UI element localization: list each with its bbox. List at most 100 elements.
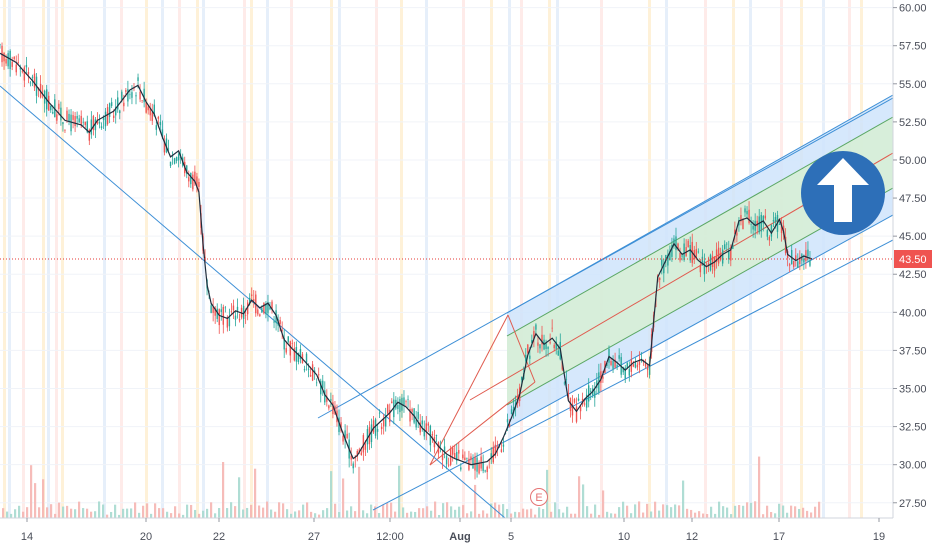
volume-bar	[394, 511, 397, 518]
candle-body	[299, 349, 302, 360]
candle-body	[135, 95, 137, 97]
volume-bar	[150, 513, 153, 518]
candle-body	[167, 148, 170, 150]
volume-bar	[722, 506, 725, 518]
volume-bar	[634, 504, 637, 518]
candle-body	[764, 215, 767, 219]
volume-bar	[418, 508, 421, 518]
candle-body	[11, 61, 13, 67]
volume-bar	[46, 507, 49, 518]
candle-body	[648, 364, 651, 375]
y-tick-label: 45.00	[899, 231, 927, 243]
candle-body	[447, 464, 450, 466]
volume-bar	[322, 510, 325, 518]
candle-body	[630, 359, 633, 372]
candle-body	[64, 130, 66, 131]
candle-body	[125, 90, 127, 92]
volume-bar	[638, 501, 641, 518]
candle-body	[102, 117, 105, 121]
candle-body	[257, 309, 259, 315]
candle-body	[3, 53, 5, 62]
candle-body	[594, 390, 596, 398]
candle-body	[281, 329, 283, 331]
candle-body	[797, 261, 799, 268]
candle-body	[60, 107, 62, 121]
volume-bar	[754, 501, 757, 518]
candle-body	[9, 51, 11, 70]
volume-bar	[338, 512, 341, 518]
volume-bar	[114, 504, 117, 518]
candle-body	[606, 363, 608, 366]
candle-body	[212, 306, 214, 313]
candle-body	[236, 306, 239, 311]
candle-body	[380, 426, 383, 430]
candle-body	[303, 368, 306, 371]
volume-bar	[626, 505, 629, 518]
volume-bar	[430, 510, 433, 518]
volume-bar	[782, 505, 785, 518]
volume-bar	[662, 504, 665, 518]
volume-bar	[78, 501, 81, 518]
candle-body	[192, 174, 194, 190]
candle-body	[358, 449, 361, 453]
volume-bar	[798, 508, 801, 518]
candle-body	[681, 255, 683, 257]
candle-body	[531, 340, 533, 343]
volume-bar	[10, 513, 13, 518]
volume-bar	[598, 514, 601, 518]
candle-body	[734, 229, 736, 234]
last-price-label: 43.50	[899, 254, 927, 266]
candle-body	[198, 182, 200, 187]
candle-body	[17, 61, 19, 63]
volume-bar	[86, 508, 89, 518]
volume-bar	[186, 504, 189, 518]
candle-body	[399, 399, 401, 413]
candle-body	[744, 208, 746, 213]
candle-body	[263, 302, 265, 314]
candle-body	[311, 364, 314, 381]
candle-body	[131, 92, 133, 98]
candle-body	[567, 392, 570, 398]
candle-body	[326, 396, 328, 402]
volume-bar	[486, 513, 489, 518]
candle-body	[94, 119, 97, 131]
volume-bar	[278, 502, 281, 518]
volume-bar	[494, 502, 497, 518]
grid	[0, 7, 893, 504]
y-tick-label: 42.50	[899, 269, 927, 281]
earnings-marker	[530, 488, 548, 506]
candle-body	[19, 68, 21, 70]
volume-bar	[102, 504, 105, 518]
session-band	[556, 0, 559, 518]
y-tick-label: 32.50	[899, 422, 927, 434]
candle-body	[98, 122, 101, 124]
candle-body	[506, 419, 509, 423]
x-tick-label: 20	[140, 531, 152, 543]
volume-bar	[306, 502, 309, 518]
candle-body	[717, 247, 720, 264]
pitchfork-handle-2	[507, 314, 536, 383]
volume-bar	[686, 508, 689, 518]
volume-bar	[434, 501, 437, 518]
candle-body	[90, 119, 93, 135]
volume-bar	[250, 504, 253, 518]
x-tick-label: 14	[21, 531, 33, 543]
volume-bar	[234, 506, 237, 518]
candle-body	[809, 260, 811, 266]
volume-bar	[346, 510, 349, 518]
candle-body	[435, 435, 438, 436]
candle-body	[492, 446, 494, 463]
candle-body	[701, 256, 704, 263]
volume-bar	[426, 506, 429, 518]
candle-body	[171, 155, 174, 157]
volume-bar	[42, 479, 45, 518]
volume-bar	[774, 513, 777, 518]
candle-body	[86, 121, 88, 133]
volume-bar	[466, 513, 469, 518]
candle-body	[699, 264, 702, 273]
candle-body	[253, 299, 255, 302]
volume-bar	[678, 505, 681, 518]
candle-body	[533, 330, 535, 340]
volume-bar	[362, 510, 365, 518]
volume-bar	[670, 507, 673, 518]
